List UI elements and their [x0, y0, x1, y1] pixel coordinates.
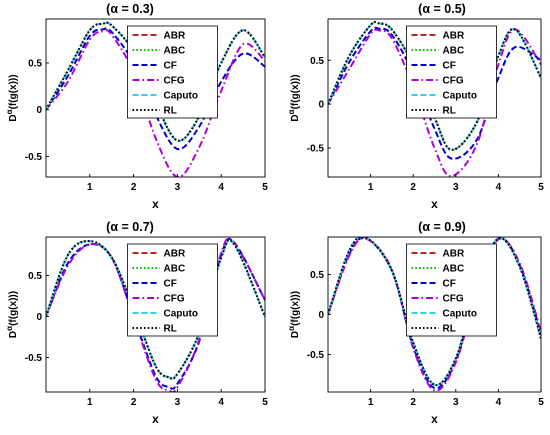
legend-label: ABC [443, 46, 465, 57]
subplot-3: (α = 0.7) 1 2 3 4 5 -0.5 0 0.5 x Dα(f(g(x))) ABR ABC… [5, 220, 268, 426]
x-tick-label: 5 [262, 182, 268, 193]
legend-label: RL [443, 106, 456, 117]
legend-label: Caputo [443, 309, 477, 320]
legend-label: ABC [164, 46, 186, 57]
subplot-1: (α = 0.3) 1 2 3 4 5 -0.5 0 0.5 x Dα(f(g(x))) ABR ABC… [5, 2, 268, 211]
legend-label: ABR [164, 249, 186, 260]
series-line-cfg [328, 28, 541, 177]
series-group [328, 237, 541, 392]
series-line-cfg [328, 237, 541, 392]
x-tick-label: 2 [131, 182, 137, 193]
series-line-cf [46, 27, 265, 151]
y-tick-label: 0.5 [310, 56, 324, 67]
series-line-cfg [46, 29, 265, 177]
x-tick-label: 5 [262, 397, 268, 408]
legend-label: ABR [443, 31, 465, 42]
legend-label: CF [443, 279, 456, 290]
y-axis-label: Dα(f(g(x))) [5, 291, 19, 338]
x-tick-label: 2 [410, 397, 416, 408]
y-tick-label: 0 [318, 100, 324, 111]
legend-label: ABC [164, 264, 186, 275]
legend-label: CFG [164, 76, 185, 87]
x-tick-label: 4 [496, 397, 502, 408]
x-tick-label: 5 [538, 397, 544, 408]
x-axis-label: x [152, 197, 159, 211]
series-group [46, 21, 265, 177]
x-tick-label: 3 [175, 182, 181, 193]
x-tick-label: 1 [368, 397, 374, 408]
subplot-title: (α = 0.9) [418, 220, 466, 234]
series-line-cf [328, 26, 541, 160]
legend-label: RL [164, 324, 177, 335]
legend-label: ABR [164, 31, 186, 42]
legend: ABR ABC CF CFG Caputo RL [127, 25, 218, 119]
series-line-caputo [328, 237, 541, 387]
subplot-2: (α = 0.5) 1 2 3 4 5 -0.5 0 0.5 x Dα(f(g(x))) ABR ABC… [287, 2, 544, 211]
legend-label: CFG [443, 294, 464, 305]
legend-label: ABR [443, 249, 465, 260]
axes-box [45, 18, 266, 178]
series-group [328, 20, 541, 177]
y-tick-label: 0.5 [28, 271, 42, 282]
legend-label: Caputo [164, 91, 198, 102]
legend-label: RL [443, 324, 456, 335]
y-tick-label: -0.5 [25, 353, 43, 364]
x-tick-label: 1 [87, 397, 93, 408]
legend-label: Caputo [443, 91, 477, 102]
y-axis-label: Dα(f(g(x))) [5, 74, 19, 121]
y-tick-label: -0.5 [25, 152, 43, 163]
legend-label: RL [164, 106, 177, 117]
legend-box [406, 25, 497, 119]
axes-box [45, 236, 266, 393]
subplot-title: (α = 0.3) [106, 2, 154, 16]
y-axis-label: Dα(f(g(x))) [287, 291, 301, 338]
series-line-rl [46, 239, 265, 380]
legend: ABR ABC CF CFG Caputo RL [406, 243, 497, 337]
x-axis-label: x [152, 412, 159, 426]
x-tick-label: 1 [87, 182, 93, 193]
legend-box [406, 243, 497, 337]
legend-label: Caputo [164, 309, 198, 320]
y-tick-label: 0 [318, 310, 324, 321]
x-tick-label: 3 [453, 397, 459, 408]
y-tick-label: 0 [36, 312, 42, 323]
x-tick-label: 4 [496, 182, 502, 193]
series-line-cfg [46, 237, 265, 392]
x-tick-label: 5 [538, 182, 544, 193]
y-tick-label: 0.5 [310, 270, 324, 281]
x-tick-label: 2 [131, 397, 137, 408]
legend-label: CF [164, 61, 177, 72]
x-axis-label: x [431, 412, 438, 426]
y-tick-label: -0.5 [307, 144, 325, 155]
subplot-title: (α = 0.5) [418, 2, 466, 16]
x-tick-label: 4 [218, 182, 224, 193]
x-tick-label: 2 [410, 182, 416, 193]
subplot-4: (α = 0.9) 1 2 3 4 5 -0.5 0 0.5 x Dα(f(g(x))) ABR ABC… [287, 220, 544, 426]
y-tick-label: 0 [36, 105, 42, 116]
legend-label: ABC [443, 264, 465, 275]
series-line-rl [328, 20, 541, 151]
legend: ABR ABC CF CFG Caputo RL [127, 243, 218, 337]
y-tick-label: 0.5 [28, 58, 42, 69]
series-line-rl [46, 21, 265, 142]
x-tick-label: 1 [368, 182, 374, 193]
legend-label: CFG [443, 76, 464, 87]
y-tick-label: -0.5 [307, 350, 325, 361]
legend: ABR ABC CF CFG Caputo RL [406, 25, 497, 119]
legend-label: CF [164, 279, 177, 290]
x-tick-label: 3 [175, 397, 181, 408]
axes-box [327, 18, 542, 178]
x-tick-label: 4 [218, 397, 224, 408]
x-tick-label: 3 [453, 182, 459, 193]
legend-label: CFG [164, 294, 185, 305]
legend-box [127, 25, 218, 119]
subplot-title: (α = 0.7) [106, 220, 154, 234]
x-axis-label: x [431, 197, 438, 211]
legend-box [127, 243, 218, 337]
legend-label: CF [443, 61, 456, 72]
series-group [46, 237, 265, 392]
y-axis-label: Dα(f(g(x))) [287, 74, 301, 121]
